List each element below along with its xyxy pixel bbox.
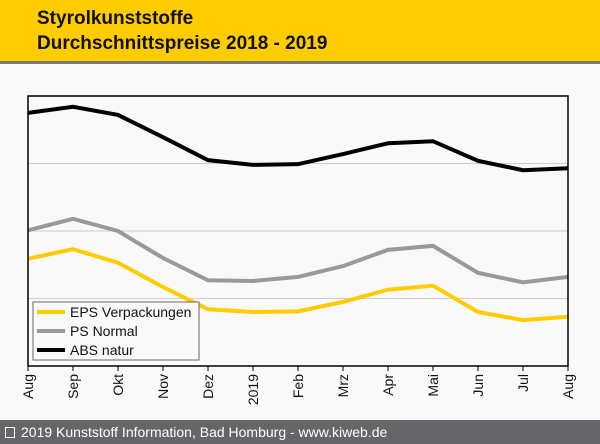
header-banner: Styrolkunststoffe Durchschnittspreise 20…: [0, 0, 600, 64]
legend-label: PS Normal: [70, 323, 138, 339]
chart-title-line1: Styrolkunststoffe: [37, 8, 194, 29]
legend: EPS Verpackungen PS Normal ABS natur: [32, 301, 200, 361]
footer-bar: 2019 Kunststoff Information, Bad Homburg…: [0, 420, 600, 444]
x-tick-label: Okt: [110, 374, 126, 396]
series-line-eps-verpackungen: [27, 247, 569, 323]
legend-label: EPS Verpackungen: [70, 304, 191, 320]
x-axis-ticks: Aug Sep Okt Nov Dez 2019 Feb Mrz Apr Mai Jun Jul Aug: [20, 366, 576, 405]
copyright-box-icon: [5, 427, 15, 438]
x-tick-label: Mrz: [335, 374, 351, 397]
x-tick-label: Feb: [290, 374, 306, 398]
x-tick-label: Apr: [380, 374, 396, 396]
footer-copyright-text: 2019 Kunststoff Information, Bad Homburg…: [21, 424, 388, 440]
x-tick-label: Mai: [425, 374, 441, 397]
x-tick-label: Nov: [155, 374, 171, 399]
x-tick-label: 2019: [245, 374, 261, 405]
series-line-ps-normal: [27, 216, 569, 285]
x-tick-label: Aug: [560, 374, 576, 399]
legend-label: ABS natur: [70, 342, 134, 358]
series-line-abs-natur: [27, 104, 569, 173]
x-tick-label: Jun: [470, 374, 486, 397]
x-tick-label: Aug: [20, 374, 36, 399]
x-tick-label: Sep: [65, 374, 81, 399]
chart-title-line2: Durchschnittspreise 2018 - 2019: [37, 33, 328, 54]
x-tick-label: Jul: [515, 374, 531, 392]
line-chart: Aug Sep Okt Nov Dez 2019 Feb Mrz Apr Mai Jun Jul Aug…: [20, 95, 576, 405]
x-tick-label: Dez: [200, 374, 216, 399]
series-lines: [27, 104, 569, 323]
